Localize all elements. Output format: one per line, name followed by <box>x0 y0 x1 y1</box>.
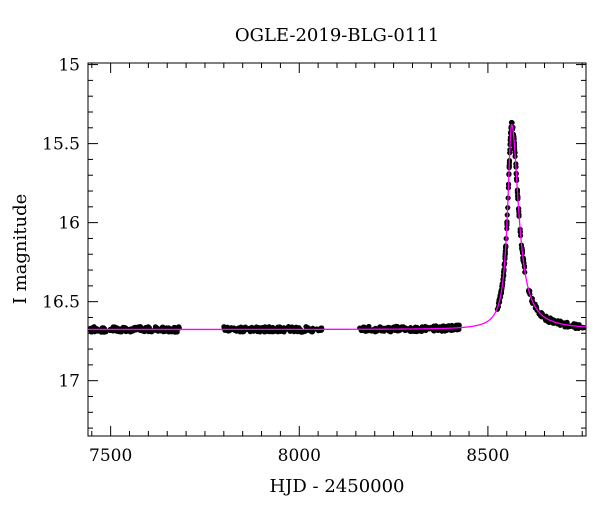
y-tick-label: 15.5 <box>42 135 80 155</box>
data-point <box>431 323 437 329</box>
y-tick-label: 15 <box>58 56 80 76</box>
data-point <box>137 324 143 330</box>
data-point <box>361 324 368 330</box>
data-point <box>291 329 297 335</box>
data-point <box>145 328 152 335</box>
data-point <box>123 328 129 334</box>
data-point <box>403 325 409 331</box>
data-point <box>176 324 182 330</box>
data-point <box>417 327 423 333</box>
data-point <box>509 120 515 126</box>
y-axis-ticks: 15 15.5 16 16.5 17 <box>42 56 586 429</box>
data-point <box>399 324 405 330</box>
model-curve <box>88 123 587 331</box>
model-layer <box>88 123 587 331</box>
data-point <box>555 318 561 324</box>
x-tick-label: 8500 <box>466 446 509 466</box>
data-point <box>381 327 387 333</box>
data-point <box>221 324 227 330</box>
data-point <box>247 329 253 335</box>
plot-frame <box>87 62 587 437</box>
data-point <box>317 327 323 333</box>
data-point <box>266 329 272 335</box>
data-point <box>581 325 587 331</box>
chart-title: OGLE-2019-BLG-0111 <box>235 25 439 46</box>
y-tick-label: 16 <box>58 214 80 234</box>
y-tick-label: 16.5 <box>42 293 80 313</box>
data-points <box>87 119 587 335</box>
x-axis-label: HJD - 2450000 <box>269 476 404 497</box>
data-point <box>362 328 369 334</box>
x-axis-ticks: 7500 8000 8500 <box>89 63 583 466</box>
data-point <box>407 328 413 335</box>
data-point <box>242 324 249 330</box>
data-point <box>390 325 396 331</box>
data-point <box>309 329 315 335</box>
data-point <box>103 329 109 335</box>
data-point <box>431 328 437 334</box>
data-point <box>299 329 306 335</box>
data-point <box>92 329 98 335</box>
data-point <box>172 329 178 335</box>
data-point <box>448 327 454 334</box>
data-point <box>289 324 295 330</box>
x-tick-label: 7500 <box>89 446 132 466</box>
y-axis-label: I magnitude <box>10 194 31 305</box>
x-tick-label: 8000 <box>278 446 321 466</box>
y-tick-label: 17 <box>58 372 80 392</box>
data-point <box>253 325 259 332</box>
data-point <box>539 314 545 320</box>
